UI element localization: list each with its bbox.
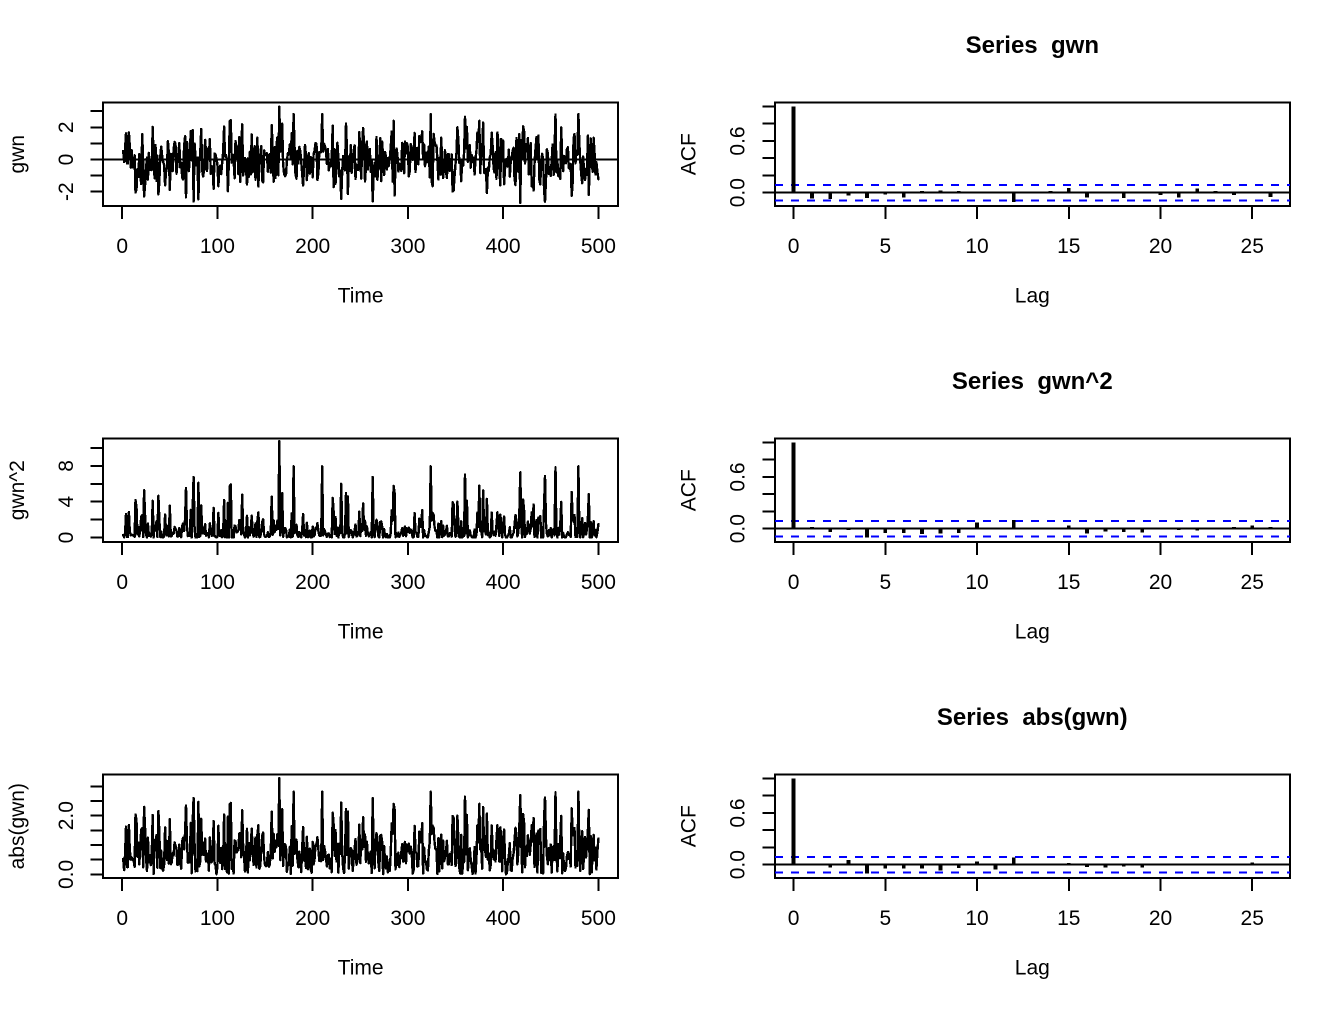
- svg-text:10: 10: [965, 571, 988, 594]
- svg-text:0: 0: [116, 907, 128, 930]
- svg-text:300: 300: [390, 907, 425, 930]
- svg-text:20: 20: [1149, 907, 1172, 930]
- svg-text:ACF: ACF: [677, 469, 700, 511]
- svg-text:gwn: gwn: [6, 135, 29, 174]
- svg-text:0: 0: [788, 571, 800, 594]
- svg-text:0: 0: [116, 235, 128, 258]
- svg-text:0.0: 0.0: [55, 860, 78, 889]
- svg-text:500: 500: [581, 235, 616, 258]
- svg-text:5: 5: [879, 235, 891, 258]
- svg-text:300: 300: [390, 571, 425, 594]
- svg-text:25: 25: [1241, 907, 1264, 930]
- svg-text:400: 400: [486, 235, 521, 258]
- svg-text:4: 4: [55, 496, 78, 508]
- svg-text:Time: Time: [338, 285, 384, 308]
- svg-text:Lag: Lag: [1015, 957, 1050, 980]
- svg-text:Lag: Lag: [1015, 285, 1050, 308]
- svg-text:200: 200: [295, 907, 330, 930]
- svg-text:500: 500: [581, 907, 616, 930]
- svg-text:0.0: 0.0: [727, 850, 750, 879]
- svg-text:ACF: ACF: [677, 805, 700, 847]
- svg-text:10: 10: [965, 235, 988, 258]
- svg-text:15: 15: [1057, 235, 1080, 258]
- svg-text:0: 0: [116, 571, 128, 594]
- svg-text:0: 0: [55, 532, 78, 544]
- svg-text:20: 20: [1149, 571, 1172, 594]
- svg-text:200: 200: [295, 571, 330, 594]
- svg-text:100: 100: [200, 907, 235, 930]
- svg-text:200: 200: [295, 235, 330, 258]
- svg-text:0.6: 0.6: [727, 462, 750, 491]
- svg-text:Lag: Lag: [1015, 621, 1050, 644]
- svg-text:5: 5: [879, 907, 891, 930]
- svg-text:500: 500: [581, 571, 616, 594]
- svg-text:Time: Time: [338, 621, 384, 644]
- svg-text:abs(gwn): abs(gwn): [6, 783, 29, 869]
- svg-text:15: 15: [1057, 571, 1080, 594]
- svg-text:0: 0: [788, 907, 800, 930]
- svg-text:15: 15: [1057, 907, 1080, 930]
- svg-text:Series gwn^2: Series gwn^2: [952, 368, 1113, 395]
- svg-text:400: 400: [486, 907, 521, 930]
- svg-text:0: 0: [55, 154, 78, 166]
- svg-text:100: 100: [200, 235, 235, 258]
- svg-text:Time: Time: [338, 957, 384, 980]
- svg-text:8: 8: [55, 460, 78, 472]
- svg-text:0.0: 0.0: [727, 514, 750, 543]
- svg-text:2.0: 2.0: [55, 801, 78, 830]
- svg-text:0: 0: [788, 235, 800, 258]
- svg-text:25: 25: [1241, 571, 1264, 594]
- svg-text:5: 5: [879, 571, 891, 594]
- svg-text:0.0: 0.0: [727, 178, 750, 207]
- svg-text:20: 20: [1149, 235, 1172, 258]
- svg-text:10: 10: [965, 907, 988, 930]
- svg-text:2: 2: [55, 121, 78, 133]
- svg-text:Series abs(gwn): Series abs(gwn): [937, 704, 1128, 731]
- svg-text:0.6: 0.6: [727, 126, 750, 155]
- svg-text:25: 25: [1241, 235, 1264, 258]
- svg-text:Series gwn: Series gwn: [966, 32, 1099, 59]
- svg-text:100: 100: [200, 571, 235, 594]
- svg-text:-2: -2: [55, 182, 78, 201]
- svg-text:0.6: 0.6: [727, 798, 750, 827]
- svg-text:gwn^2: gwn^2: [6, 460, 29, 520]
- svg-text:ACF: ACF: [677, 133, 700, 175]
- svg-text:300: 300: [390, 235, 425, 258]
- svg-text:400: 400: [486, 571, 521, 594]
